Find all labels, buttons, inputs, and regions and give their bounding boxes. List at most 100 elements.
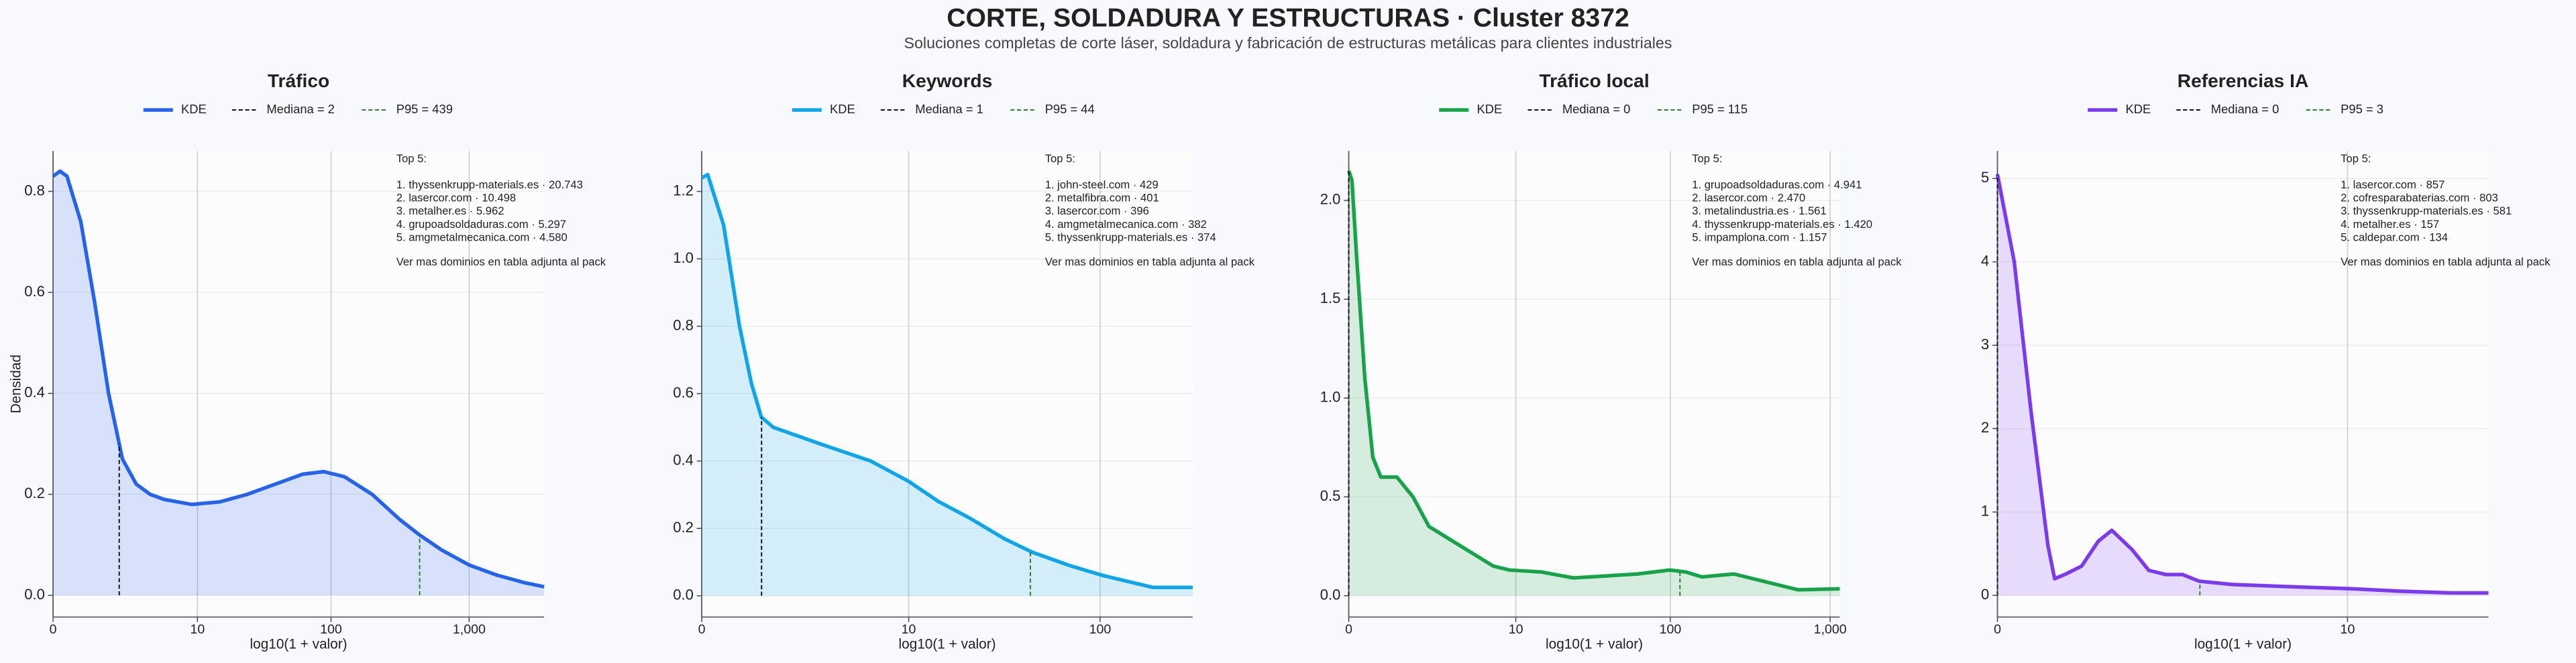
y-tick-label: 0.8 bbox=[673, 316, 694, 333]
x-axis-label: log10(1 + valor) bbox=[250, 637, 347, 652]
y-tick-label: 1.2 bbox=[673, 182, 694, 198]
legend-label: P95 = 439 bbox=[396, 102, 453, 116]
annotation-item: 2. lasercor.com · 2.470 bbox=[1692, 192, 1805, 204]
annotation-item: 3. metalindustria.es · 1.561 bbox=[1692, 204, 1827, 217]
page-title: CORTE, SOLDADURA Y ESTRUCTURAS · Cluster… bbox=[947, 4, 1629, 33]
plot-area bbox=[1997, 151, 2489, 617]
annotation-item: 4. thyssenkrupp-materials.es · 1.420 bbox=[1692, 218, 1872, 231]
panel-title: Keywords bbox=[902, 70, 993, 91]
annotation-item: 5. thyssenkrupp-materials.es · 374 bbox=[1045, 231, 1216, 243]
panel-title: Referencias IA bbox=[2178, 70, 2309, 91]
annotation-item: 3. lasercor.com · 396 bbox=[1045, 204, 1149, 217]
annotation-item: 1. lasercor.com · 857 bbox=[2341, 178, 2445, 191]
y-tick-label: 1.0 bbox=[1320, 389, 1341, 406]
kde-line bbox=[1995, 174, 2489, 595]
annotation-item: 4. amgmetalmecanica.com · 382 bbox=[1045, 218, 1207, 231]
y-tick-label: 0.5 bbox=[1320, 487, 1341, 504]
x-tick-label: 100 bbox=[1660, 622, 1682, 637]
x-tick-label: 100 bbox=[320, 622, 342, 637]
x-tick-label: 0 bbox=[698, 622, 706, 637]
annotation-item: 4. grupoadsoldaduras.com · 5.297 bbox=[396, 218, 566, 231]
legend-label: Mediana = 0 bbox=[2211, 102, 2279, 116]
x-tick-label: 10 bbox=[1509, 622, 1523, 637]
x-tick-label: 0 bbox=[50, 622, 57, 637]
y-tick-label: 1.5 bbox=[1320, 290, 1341, 306]
panel-title: Tráfico local bbox=[1539, 70, 1649, 91]
y-tick-label: 0.0 bbox=[673, 587, 694, 603]
annotation-item: 5. amgmetalmecanica.com · 4.580 bbox=[396, 231, 568, 243]
plot-area bbox=[53, 151, 545, 617]
annotation-note: Ver mas dominios en tabla adjunta al pac… bbox=[1045, 255, 1255, 268]
annotation-title: Top 5: bbox=[396, 152, 427, 165]
x-tick-label: 0 bbox=[1994, 622, 2001, 637]
y-axis-label: Densidad bbox=[9, 355, 24, 414]
annotation-item: 3. thyssenkrupp-materials.es · 581 bbox=[2341, 204, 2512, 217]
x-axis-label: log10(1 + valor) bbox=[898, 637, 996, 652]
annotation-title: Top 5: bbox=[1692, 152, 1722, 165]
x-tick-label: 0 bbox=[1345, 622, 1352, 637]
annotation-note: Ver mas dominios en tabla adjunta al pac… bbox=[1692, 255, 1902, 268]
x-tick-label: 1,000 bbox=[1814, 622, 1847, 637]
y-tick-label: 0.0 bbox=[1320, 586, 1341, 603]
annotation-item: 2. metalfibra.com · 401 bbox=[1045, 192, 1159, 204]
legend-label: Mediana = 1 bbox=[915, 102, 983, 116]
y-tick-label: 2.0 bbox=[1320, 191, 1341, 208]
y-tick-label: 1 bbox=[1981, 503, 1989, 520]
x-tick-label: 10 bbox=[190, 622, 205, 637]
legend-label: P95 = 3 bbox=[2341, 102, 2383, 116]
annotation-title: Top 5: bbox=[2341, 152, 2371, 165]
y-tick-label: 2 bbox=[1981, 419, 1989, 436]
annotation-item: 1. grupoadsoldaduras.com · 4.941 bbox=[1692, 178, 1862, 191]
y-tick-label: 5 bbox=[1981, 169, 1989, 186]
y-tick-label: 0.6 bbox=[24, 283, 45, 300]
y-tick-label: 3 bbox=[1981, 336, 1989, 353]
y-tick-label: 0.2 bbox=[673, 519, 694, 536]
annotation-item: 4. metalher.es · 157 bbox=[2341, 218, 2439, 231]
annotation-note: Ver mas dominios en tabla adjunta al pac… bbox=[2341, 255, 2551, 268]
y-tick-label: 4 bbox=[1981, 252, 1989, 269]
y-tick-label: 0.6 bbox=[673, 384, 694, 401]
legend-label: Mediana = 0 bbox=[1562, 102, 1631, 116]
legend-label: KDE bbox=[830, 102, 855, 116]
y-tick-label: 1.0 bbox=[673, 249, 694, 266]
y-tick-label: 0.4 bbox=[24, 384, 45, 401]
kde-area bbox=[1348, 170, 1840, 596]
panel-title: Tráfico bbox=[268, 70, 329, 91]
page-subtitle: Soluciones completas de corte láser, sol… bbox=[904, 34, 1672, 52]
y-tick-label: 0.8 bbox=[24, 182, 45, 198]
legend-label: P95 = 44 bbox=[1045, 102, 1095, 116]
kde-area bbox=[53, 171, 545, 596]
annotation-item: 3. metalher.es · 5.962 bbox=[396, 204, 504, 217]
x-axis-label: log10(1 + valor) bbox=[2194, 637, 2292, 652]
annotation-item: 2. cofresparabaterias.com · 803 bbox=[2341, 192, 2498, 204]
plot-area bbox=[702, 151, 1193, 617]
x-tick-label: 10 bbox=[2341, 622, 2355, 637]
annotation-item: 5. caldepar.com · 134 bbox=[2341, 231, 2448, 243]
legend-label: Mediana = 2 bbox=[266, 102, 335, 116]
kde-line bbox=[700, 172, 1193, 589]
annotation-item: 5. impamplona.com · 1.157 bbox=[1692, 231, 1827, 243]
x-axis-label: log10(1 + valor) bbox=[1546, 637, 1643, 652]
kde-line bbox=[1347, 170, 1840, 592]
y-tick-label: 0.4 bbox=[673, 452, 694, 469]
y-tick-label: 0.2 bbox=[24, 485, 45, 501]
annotation-item: 1. john-steel.com · 429 bbox=[1045, 178, 1159, 191]
y-tick-label: 0.0 bbox=[24, 586, 45, 603]
kde-area bbox=[1997, 174, 2489, 596]
legend-label: P95 = 115 bbox=[1692, 102, 1748, 116]
kde-line bbox=[52, 169, 545, 589]
legend-label: KDE bbox=[181, 102, 207, 116]
annotation-title: Top 5: bbox=[1045, 152, 1075, 165]
y-tick-label: 0 bbox=[1981, 586, 1989, 603]
annotation-item: 2. lasercor.com · 10.498 bbox=[396, 192, 516, 204]
x-tick-label: 1,000 bbox=[453, 622, 486, 637]
annotation-item: 1. thyssenkrupp-materials.es · 20.743 bbox=[396, 178, 583, 191]
plot-area bbox=[1348, 151, 1840, 617]
legend-label: KDE bbox=[1477, 102, 1503, 116]
legend-label: KDE bbox=[2125, 102, 2151, 116]
x-tick-label: 10 bbox=[902, 622, 916, 637]
annotation-note: Ver mas dominios en tabla adjunta al pac… bbox=[396, 255, 606, 268]
kde-area bbox=[702, 174, 1193, 596]
x-tick-label: 100 bbox=[1089, 622, 1112, 637]
